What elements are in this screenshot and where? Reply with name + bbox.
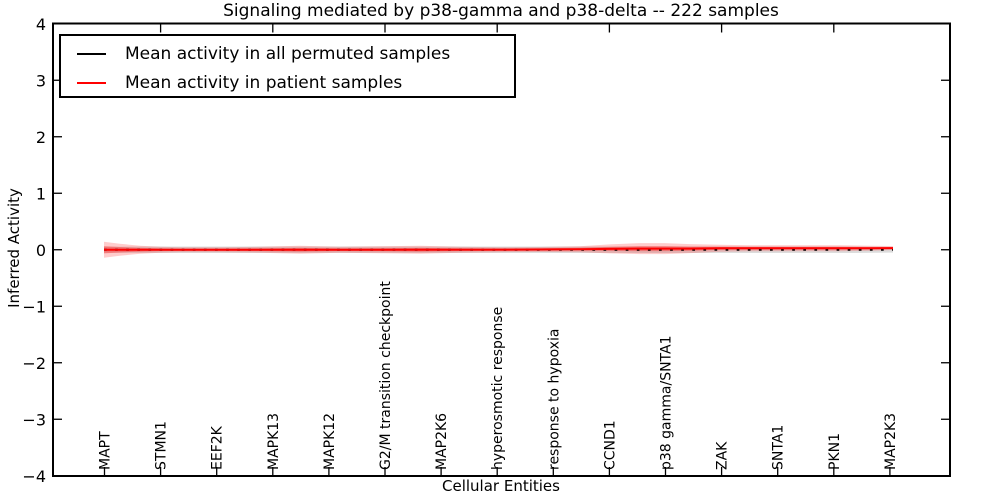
y-tick-label: 0 xyxy=(36,241,46,260)
legend-item-patient: Mean activity in patient samples xyxy=(61,69,514,97)
y-tick-label: −4 xyxy=(22,467,46,486)
plot-frame xyxy=(52,22,951,477)
y-tick-label: −3 xyxy=(22,410,46,429)
legend-label-patient: Mean activity in patient samples xyxy=(125,73,403,93)
x-axis-label: Cellular Entities xyxy=(442,477,560,495)
y-tick-label: −1 xyxy=(22,297,46,316)
y-tick-label: 4 xyxy=(36,15,46,34)
y-tick-label: 2 xyxy=(36,128,46,147)
x-tick-label: response to hypoxia xyxy=(546,329,562,470)
y-tick-label: 3 xyxy=(36,71,46,90)
x-tick-label: PKN1 xyxy=(827,433,843,470)
permuted-line-sample xyxy=(77,53,106,55)
x-tick-label: MAP2K6 xyxy=(434,413,450,470)
x-tick-label: hyperosmotic response xyxy=(490,307,506,470)
x-tick-label: MAP2K3 xyxy=(883,413,899,470)
x-tick-label: CCND1 xyxy=(602,420,618,470)
y-tick-label: −2 xyxy=(22,354,46,373)
x-tick-label: MAPK13 xyxy=(266,413,282,470)
legend-label-permuted: Mean activity in all permuted samples xyxy=(125,44,451,64)
x-tick-label: G2/M transition checkpoint xyxy=(378,281,394,470)
x-tick-label: ZAK xyxy=(715,441,731,470)
series-line-1 xyxy=(104,247,894,251)
x-tick-label: SNTA1 xyxy=(771,425,787,470)
y-tick-label: 1 xyxy=(36,184,46,203)
legend-item-permuted: Mean activity in all permuted samples xyxy=(61,40,514,68)
patient-line-sample xyxy=(77,82,106,84)
x-tick-label: MAPK12 xyxy=(322,413,338,470)
legend: Mean activity in all permuted samples Me… xyxy=(59,34,516,98)
x-tick-label: STMN1 xyxy=(154,421,170,470)
x-tick-label: p38 gamma/SNTA1 xyxy=(659,336,675,471)
chart-title: Signaling mediated by p38-gamma and p38-… xyxy=(223,1,779,21)
x-tick-label: MAPT xyxy=(98,431,114,470)
x-tick-label: EEF2K xyxy=(210,425,226,470)
